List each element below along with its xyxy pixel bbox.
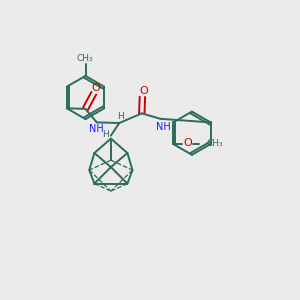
Text: NH: NH bbox=[89, 124, 104, 134]
Text: NH: NH bbox=[156, 122, 171, 132]
Text: H: H bbox=[117, 112, 124, 121]
Text: CH₃: CH₃ bbox=[206, 140, 223, 148]
Text: H: H bbox=[102, 130, 109, 139]
Text: O: O bbox=[184, 138, 193, 148]
Text: O: O bbox=[92, 83, 100, 93]
Text: O: O bbox=[140, 86, 148, 97]
Text: CH₃: CH₃ bbox=[76, 54, 93, 63]
